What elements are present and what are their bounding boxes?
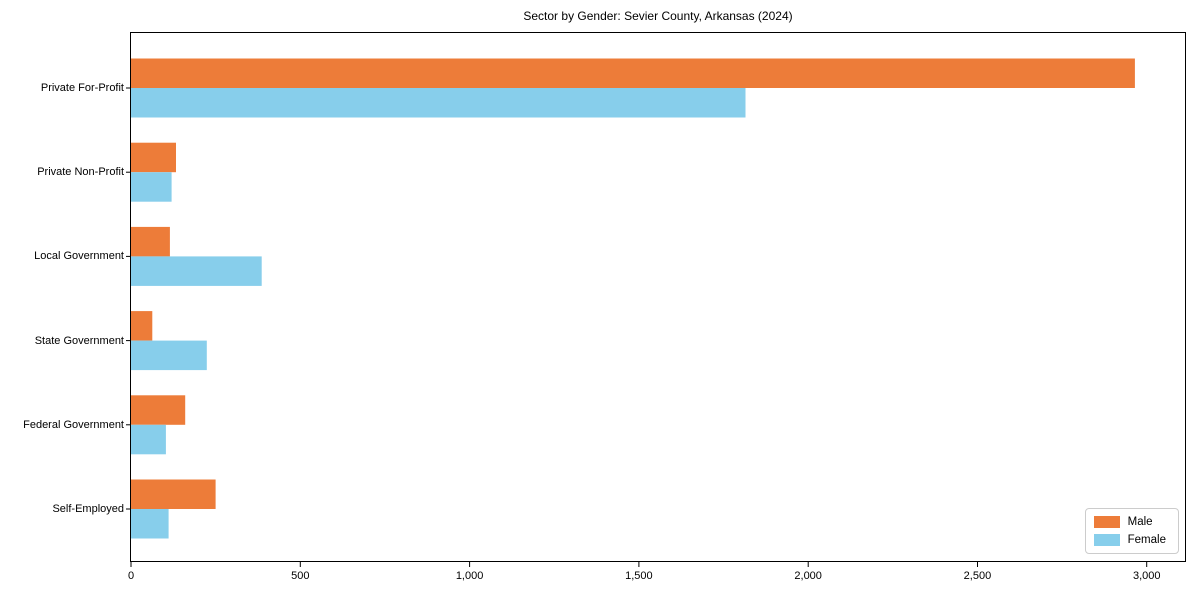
x-tick-label-2500: 2,500 — [963, 570, 992, 582]
bar-female-self-employed — [131, 509, 169, 539]
legend-label-female: Female — [1127, 534, 1166, 546]
x-tick-label-500: 500 — [291, 570, 310, 582]
y-tick-label-local-government: Local Government — [34, 250, 124, 263]
bars-canvas — [126, 58, 1148, 567]
legend-label-male: Male — [1127, 516, 1153, 528]
x-tick-label-0: 0 — [127, 570, 135, 582]
bar-male-state-government — [131, 311, 153, 341]
legend-swatch-male — [1093, 516, 1120, 528]
chart-title: Sector by Gender: Sevier County, Arkansa… — [523, 9, 793, 23]
y-tick-label-private-non-profit: Private Non-Profit — [37, 166, 124, 179]
x-tick-label-1000: 1,000 — [455, 570, 484, 582]
legend-swatch-female — [1093, 534, 1120, 546]
y-tick-label-self-employed: Self-Employed — [52, 503, 124, 515]
bar-female-private-for-profit — [131, 88, 746, 118]
bar-male-self-employed — [131, 479, 216, 509]
y-tick-label-federal-government: Federal Government — [23, 418, 124, 431]
x-tick-label-2000: 2,000 — [794, 570, 822, 582]
x-tick-label-1500: 1,500 — [625, 570, 653, 582]
bar-female-federal-government — [131, 424, 166, 455]
bar-male-private-non-profit — [131, 142, 176, 173]
plot-area: Male Female — [126, 32, 1186, 567]
bar-female-private-non-profit — [131, 172, 172, 202]
legend: Male Female — [1084, 508, 1179, 554]
y-tick-label-state-government: State Government — [34, 334, 124, 347]
x-tick-label-3000: 3,000 — [1132, 570, 1161, 582]
bar-male-local-government — [131, 226, 170, 257]
legend-entry-male: Male — [1093, 516, 1166, 528]
bar-female-local-government — [131, 256, 262, 286]
legend-entry-female: Female — [1093, 534, 1166, 546]
bar-male-federal-government — [131, 395, 186, 425]
bar-female-state-government — [131, 340, 207, 371]
y-tick-label-private-for-profit: Private For-Profit — [40, 82, 124, 94]
bar-male-private-for-profit — [131, 58, 1135, 88]
